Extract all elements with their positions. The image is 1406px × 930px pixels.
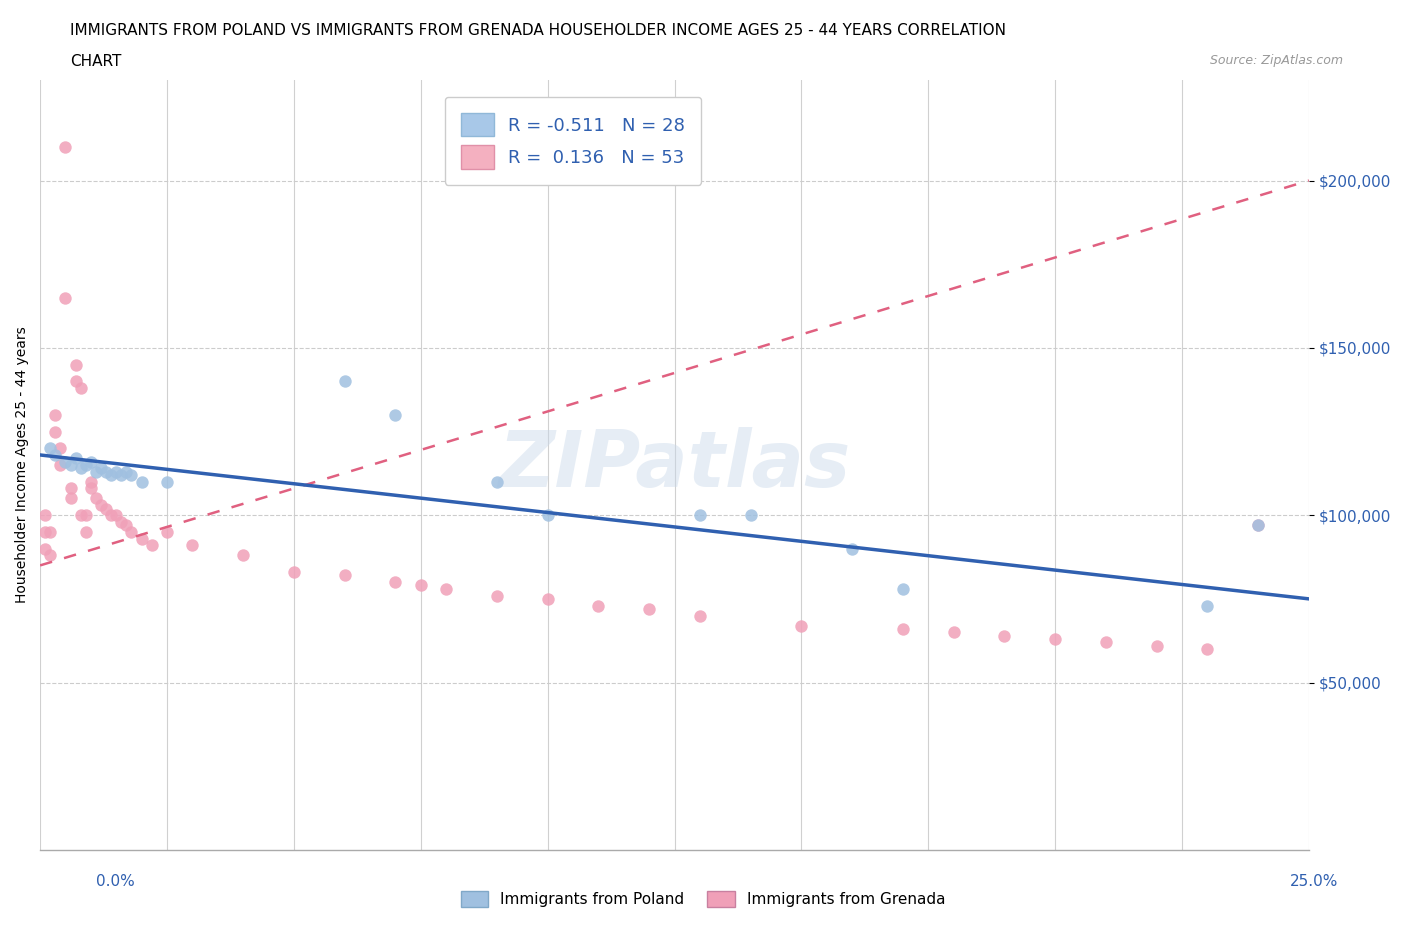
Point: [409, 578, 432, 593]
Point: [84, 491, 107, 506]
Point: [283, 565, 305, 579]
Point: [384, 407, 406, 422]
Point: [333, 374, 356, 389]
Point: [333, 568, 356, 583]
Point: [588, 598, 610, 613]
Point: [55, 140, 77, 154]
Point: [105, 464, 128, 479]
Point: [80, 454, 103, 469]
Point: [993, 629, 1015, 644]
Point: [141, 538, 163, 552]
Point: [55, 290, 77, 305]
Point: [536, 591, 558, 606]
Point: [69, 508, 91, 523]
Point: [80, 474, 103, 489]
Legend: Immigrants from Poland, Immigrants from Grenada: Immigrants from Poland, Immigrants from …: [454, 884, 952, 913]
Point: [1197, 642, 1219, 657]
Point: [740, 508, 762, 523]
Point: [39, 525, 62, 539]
Point: [689, 508, 711, 523]
Point: [638, 602, 661, 617]
Point: [1043, 631, 1066, 646]
Point: [94, 501, 117, 516]
Point: [84, 464, 107, 479]
Point: [75, 508, 97, 523]
Point: [105, 508, 128, 523]
Point: [156, 525, 179, 539]
Point: [891, 581, 914, 596]
Point: [44, 407, 66, 422]
Text: CHART: CHART: [70, 54, 122, 69]
Point: [1247, 518, 1270, 533]
Point: [34, 541, 56, 556]
Point: [44, 447, 66, 462]
Point: [841, 541, 863, 556]
Point: [485, 474, 508, 489]
Point: [121, 525, 143, 539]
Point: [790, 618, 813, 633]
Point: [1247, 518, 1270, 533]
Point: [69, 461, 91, 476]
Point: [131, 474, 153, 489]
Point: [131, 531, 153, 546]
Point: [65, 451, 87, 466]
Point: [110, 468, 132, 483]
Point: [1197, 598, 1219, 613]
Point: [156, 474, 179, 489]
Point: [75, 525, 97, 539]
Point: [110, 514, 132, 529]
Point: [181, 538, 204, 552]
Point: [59, 481, 82, 496]
Point: [80, 481, 103, 496]
Point: [39, 441, 62, 456]
Point: [65, 357, 87, 372]
Point: [94, 464, 117, 479]
Point: [1095, 635, 1118, 650]
Point: [1146, 638, 1168, 653]
Point: [536, 508, 558, 523]
Text: 25.0%: 25.0%: [1291, 874, 1339, 889]
Point: [34, 525, 56, 539]
Point: [44, 424, 66, 439]
Point: [59, 491, 82, 506]
Point: [485, 588, 508, 603]
Text: ZIPatlas: ZIPatlas: [498, 427, 851, 503]
Text: IMMIGRANTS FROM POLAND VS IMMIGRANTS FROM GRENADA HOUSEHOLDER INCOME AGES 25 - 4: IMMIGRANTS FROM POLAND VS IMMIGRANTS FRO…: [70, 23, 1007, 38]
Point: [59, 458, 82, 472]
Point: [689, 608, 711, 623]
Point: [69, 380, 91, 395]
Point: [90, 461, 112, 476]
Point: [75, 458, 97, 472]
Point: [100, 508, 122, 523]
Point: [39, 548, 62, 563]
Point: [434, 581, 457, 596]
Legend: R = -0.511   N = 28, R =  0.136   N = 53: R = -0.511 N = 28, R = 0.136 N = 53: [444, 97, 702, 185]
Point: [115, 464, 138, 479]
Point: [891, 621, 914, 636]
Point: [100, 468, 122, 483]
Point: [232, 548, 254, 563]
Point: [49, 441, 72, 456]
Point: [942, 625, 965, 640]
Y-axis label: Householder Income Ages 25 - 44 years: Householder Income Ages 25 - 44 years: [15, 326, 30, 604]
Point: [49, 458, 72, 472]
Point: [90, 498, 112, 512]
Point: [115, 518, 138, 533]
Text: 0.0%: 0.0%: [96, 874, 135, 889]
Point: [121, 468, 143, 483]
Point: [55, 454, 77, 469]
Point: [384, 575, 406, 590]
Text: Source: ZipAtlas.com: Source: ZipAtlas.com: [1209, 54, 1343, 67]
Point: [65, 374, 87, 389]
Point: [34, 508, 56, 523]
